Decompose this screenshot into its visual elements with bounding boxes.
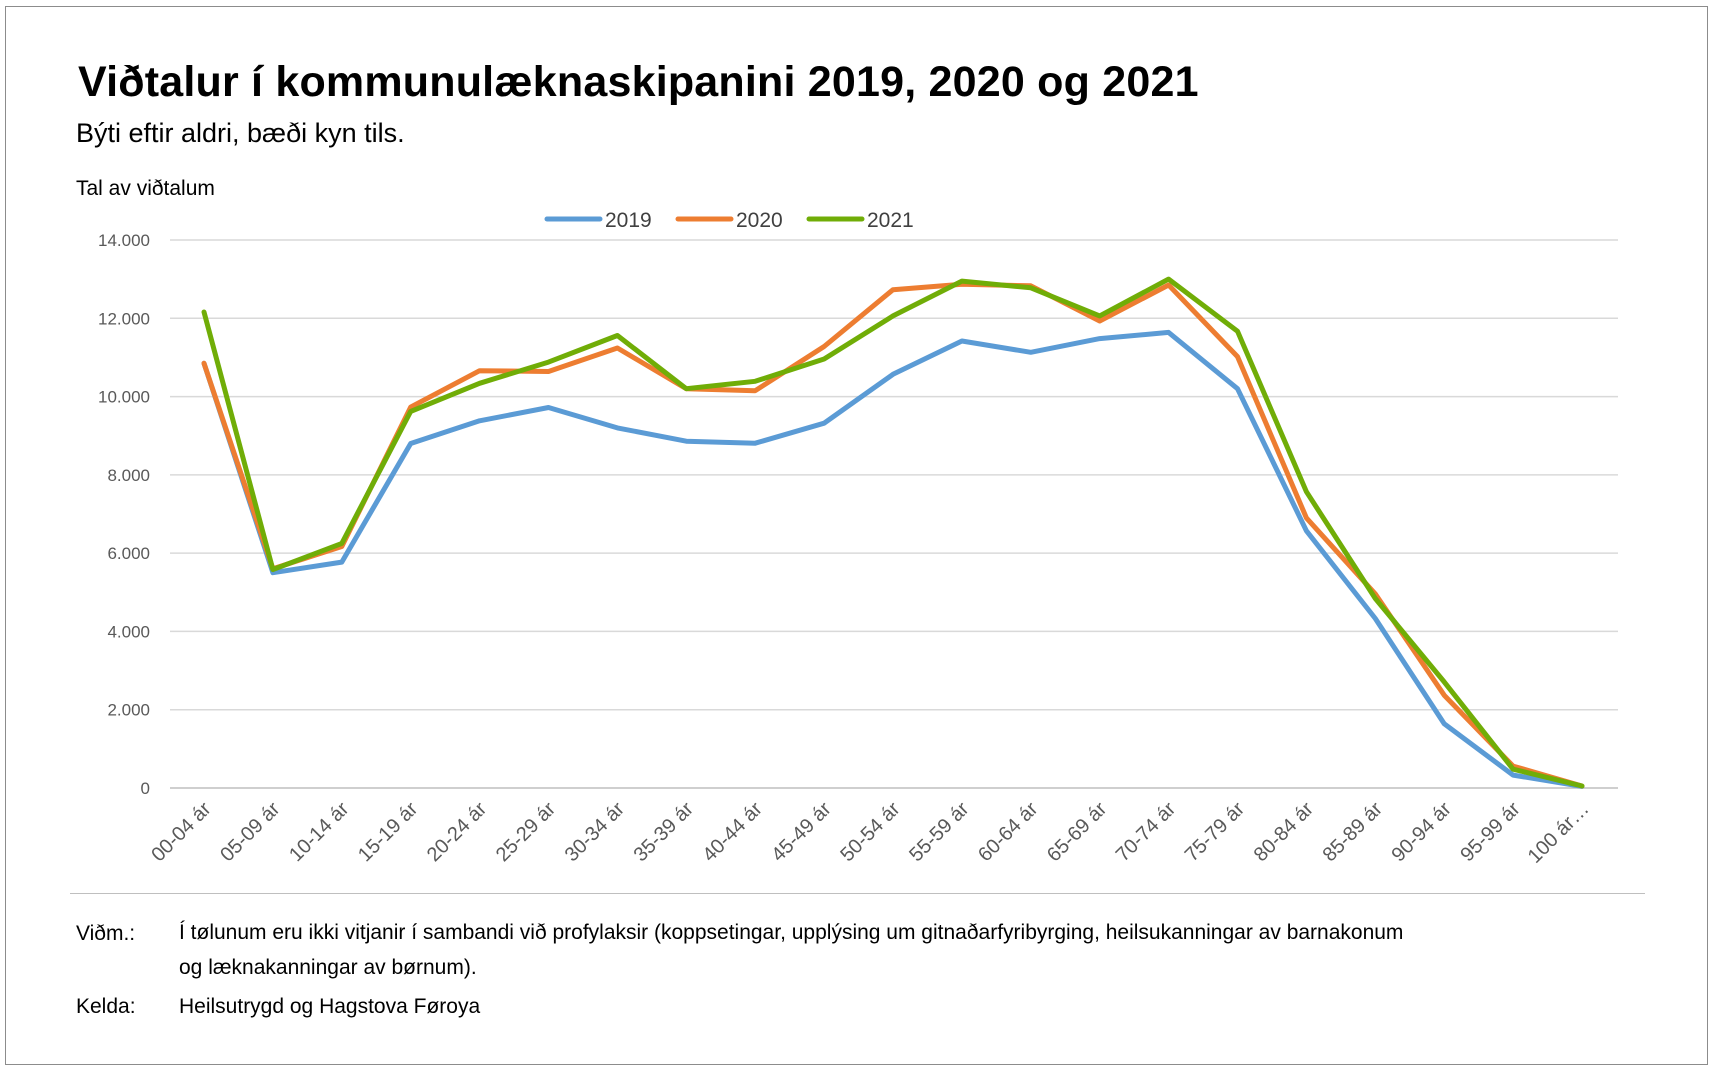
x-tick-label: 00-04 ár bbox=[147, 798, 215, 866]
y-tick-label: 8.000 bbox=[107, 466, 150, 485]
x-tick-label: 100 ár… bbox=[1524, 798, 1594, 868]
note-label: Viðm.: bbox=[76, 922, 136, 945]
x-tick-label: 90-94 ár bbox=[1387, 798, 1455, 866]
series-line-2020 bbox=[201, 281, 1585, 789]
y-tick-label: 6.000 bbox=[107, 544, 150, 563]
y-axis-label: Tal av viðtalum bbox=[76, 177, 215, 200]
source-text: Heilsutrygd og Hagstova Føroya bbox=[179, 995, 481, 1018]
series-line-2021 bbox=[201, 276, 1585, 789]
legend-label-2019: 2019 bbox=[605, 209, 652, 232]
x-tick-label: 95-99 ár bbox=[1456, 798, 1524, 866]
y-tick-label: 12.000 bbox=[98, 309, 150, 328]
x-tick-label: 30-34 ár bbox=[561, 798, 629, 866]
chart-frame bbox=[5, 6, 1708, 1065]
x-tick-label: 05-09 ár bbox=[216, 798, 284, 866]
x-tick-label: 20-24 ár bbox=[423, 798, 491, 866]
x-tick-label: 10-14 ár bbox=[285, 798, 353, 866]
chart-title: Viðtalur í kommunulæknaskipanini 2019, 2… bbox=[78, 58, 1199, 106]
x-tick-label: 45-49 ár bbox=[767, 798, 835, 866]
x-tick-label: 55-59 ár bbox=[905, 798, 973, 866]
legend-label-2021: 2021 bbox=[867, 209, 914, 232]
x-tick-label: 15-19 ár bbox=[354, 798, 422, 866]
x-tick-label: 50-54 ár bbox=[836, 798, 904, 866]
x-tick-label: 75-79 ár bbox=[1181, 798, 1249, 866]
y-tick-label: 14.000 bbox=[98, 231, 150, 250]
y-tick-label: 0 bbox=[141, 779, 150, 798]
x-tick-label: 70-74 ár bbox=[1112, 798, 1180, 866]
note-text: Í tølunum eru ikki vitjanir í sambandi v… bbox=[179, 921, 1404, 979]
x-tick-label: 25-29 ár bbox=[492, 798, 560, 866]
x-tick-label: 65-69 ár bbox=[1043, 798, 1111, 866]
x-tick-label: 85-89 ár bbox=[1319, 798, 1387, 866]
x-tick-label: 60-64 ár bbox=[974, 798, 1042, 866]
legend-label-2020: 2020 bbox=[736, 209, 783, 232]
chart-subtitle: Býti eftir aldri, bæði kyn tils. bbox=[76, 118, 405, 148]
x-tick-label: 35-39 ár bbox=[630, 798, 698, 866]
y-tick-label: 4.000 bbox=[107, 622, 150, 641]
source-label: Kelda: bbox=[76, 995, 136, 1018]
x-tick-label: 40-44 ár bbox=[698, 798, 766, 866]
footer-divider bbox=[70, 893, 1645, 894]
series-line-2019 bbox=[201, 329, 1585, 789]
x-tick-label: 80-84 ár bbox=[1250, 798, 1318, 866]
y-tick-label: 10.000 bbox=[98, 388, 150, 407]
y-tick-label: 2.000 bbox=[107, 701, 150, 720]
